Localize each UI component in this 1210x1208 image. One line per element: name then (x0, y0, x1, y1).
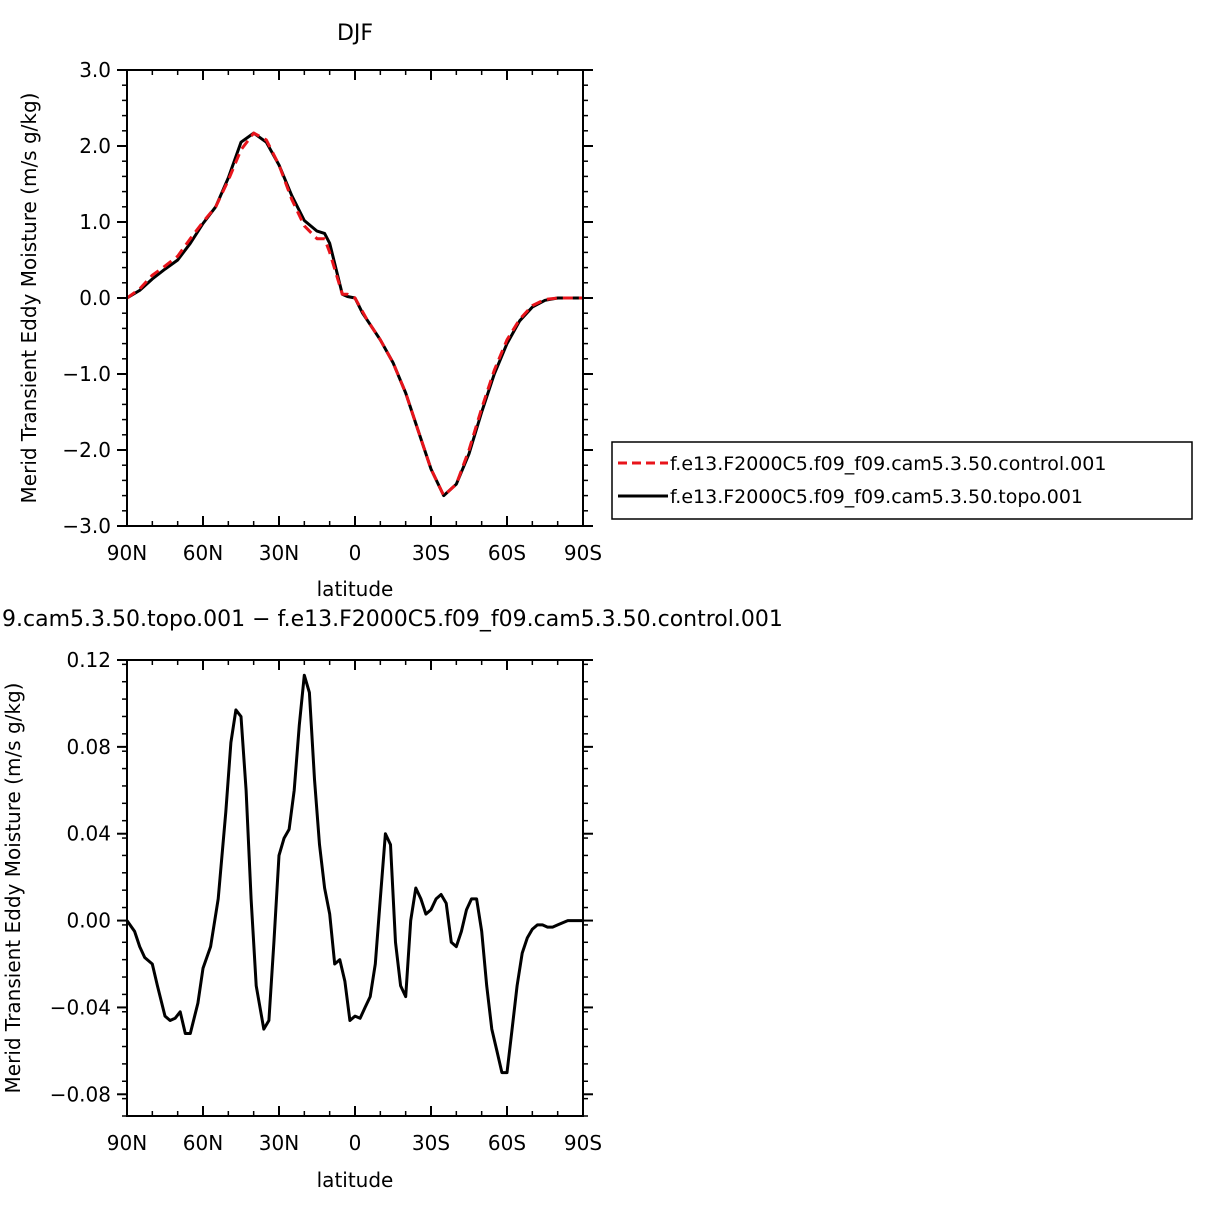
y-tick-label: 0.12 (66, 648, 111, 672)
bottom-ylabel: Merid Transient Eddy Moisture (m/s g/kg) (1, 683, 25, 1094)
top-xlabel: latitude (317, 577, 394, 601)
y-tick-label: −3.0 (62, 514, 111, 538)
x-tick-label: 30N (259, 541, 299, 565)
bottom-xlabel: latitude (317, 1168, 394, 1192)
top-lines (126, 131, 583, 498)
y-tick-label: 0.0 (79, 286, 111, 310)
y-tick-label: 0.08 (66, 735, 111, 759)
top-series-line-1 (126, 131, 583, 498)
bottom-plot: 9.cam5.3.50.topo.001 − f.e13.F2000C5.f09… (1, 607, 783, 1192)
x-tick-label: 90N (107, 1131, 147, 1155)
bottom-series-line-0 (125, 673, 583, 1075)
x-tick-label: 60N (183, 1131, 223, 1155)
x-tick-label: 90S (564, 1131, 602, 1155)
x-tick-label: 90N (107, 541, 147, 565)
x-tick-label: 30N (259, 1131, 299, 1155)
y-tick-label: 0.00 (66, 909, 111, 933)
x-tick-label: 90S (564, 541, 602, 565)
x-tick-label: 30S (412, 1131, 450, 1155)
legend-box (611, 441, 1193, 520)
bottom-plot-title: 9.cam5.3.50.topo.001 − f.e13.F2000C5.f09… (2, 607, 783, 632)
top-plot-frame (126, 69, 584, 527)
y-tick-label: −2.0 (62, 438, 111, 462)
x-tick-label: 0 (349, 541, 362, 565)
y-tick-label: −0.08 (50, 1082, 111, 1106)
bottom-lines (125, 673, 583, 1075)
legend: f.e13.F2000C5.f09_f09.cam5.3.50.control.… (611, 441, 1193, 520)
top-ticks: 90N 60N 30N 0 30S 60S 90S −3.0 −2.0 −1.0 0.0 1.0 2.0… (62, 58, 602, 565)
top-series-line-0 (126, 131, 583, 498)
x-tick-label: 0 (349, 1131, 362, 1155)
legend-label-topo: f.e13.F2000C5.f09_f09.cam5.3.50.topo.001 (670, 486, 1083, 508)
y-tick-label: 2.0 (79, 134, 111, 158)
y-tick-label: 1.0 (79, 210, 111, 234)
top-plot: DJF Merid Transient Eddy Moisture (m/s g… (17, 21, 602, 601)
x-tick-label: 60N (183, 541, 223, 565)
top-ylabel: Merid Transient Eddy Moisture (m/s g/kg) (17, 93, 41, 504)
y-tick-label: −0.04 (50, 995, 111, 1019)
x-tick-label: 60S (488, 541, 526, 565)
x-tick-label: 30S (412, 541, 450, 565)
x-tick-label: 60S (488, 1131, 526, 1155)
y-tick-label: −1.0 (62, 362, 111, 386)
legend-label-control: f.e13.F2000C5.f09_f09.cam5.3.50.control.… (670, 453, 1106, 475)
bottom-plot-frame (126, 659, 584, 1117)
top-plot-title: DJF (337, 21, 373, 46)
y-tick-label: 0.04 (66, 822, 111, 846)
y-tick-label: 3.0 (79, 58, 111, 82)
